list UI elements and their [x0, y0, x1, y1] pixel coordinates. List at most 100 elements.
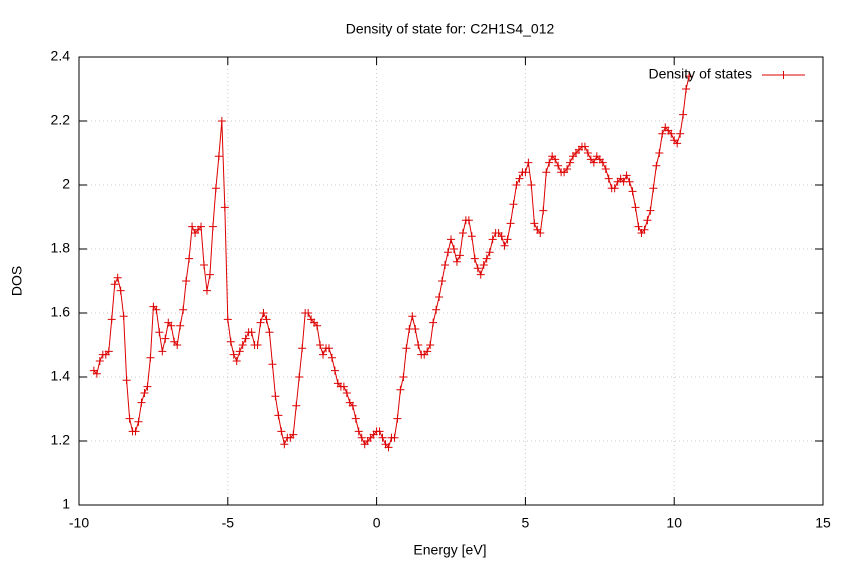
y-tick-label: 2.2	[51, 112, 71, 128]
point-marker	[408, 312, 417, 321]
point-marker	[589, 158, 598, 167]
point-marker	[643, 216, 652, 225]
point-marker	[152, 305, 161, 314]
point-marker	[295, 373, 304, 381]
point-marker	[241, 334, 250, 343]
point-marker	[378, 433, 387, 442]
point-marker	[357, 433, 366, 442]
point-marker	[155, 328, 164, 337]
point-marker	[455, 251, 464, 260]
point-marker	[545, 158, 554, 167]
point-marker	[393, 414, 402, 423]
point-marker	[110, 280, 119, 289]
point-marker	[682, 85, 691, 93]
point-marker	[488, 235, 497, 244]
point-marker	[131, 427, 140, 436]
point-marker	[262, 315, 271, 324]
point-marker	[506, 219, 515, 228]
point-marker	[113, 273, 122, 282]
point-marker	[122, 376, 131, 385]
point-marker	[646, 206, 655, 215]
point-marker	[134, 417, 143, 426]
x-tick-label: -5	[222, 515, 235, 531]
point-marker	[551, 155, 560, 164]
point-marker	[598, 158, 607, 167]
point-marker	[649, 184, 658, 193]
point-marker	[500, 241, 509, 250]
point-marker	[497, 232, 506, 241]
x-tick-label: 15	[815, 515, 831, 531]
point-marker	[447, 235, 455, 244]
point-marker	[220, 203, 229, 212]
point-marker	[119, 312, 128, 321]
y-tick-label: 2.4	[51, 48, 71, 64]
point-marker	[396, 385, 405, 394]
chart-title: Density of state for: C2H1S4_012	[346, 21, 555, 37]
point-marker	[140, 389, 149, 397]
point-marker	[426, 341, 435, 349]
y-tick-label: 1.6	[51, 304, 71, 320]
point-marker	[277, 427, 286, 436]
point-marker	[319, 350, 328, 359]
point-marker	[444, 248, 453, 257]
point-marker	[348, 401, 357, 410]
point-marker	[423, 347, 432, 356]
point-marker	[515, 174, 524, 183]
point-marker	[223, 315, 232, 324]
point-marker	[655, 149, 664, 157]
y-tick-label: 1.2	[51, 432, 71, 448]
point-marker	[509, 200, 518, 209]
point-marker	[583, 149, 592, 157]
point-marker	[95, 357, 104, 365]
x-axis-label: Energy [eV]	[413, 542, 486, 558]
point-marker	[161, 334, 170, 343]
point-marker	[316, 341, 325, 349]
point-marker	[205, 270, 214, 279]
point-marker	[304, 309, 313, 317]
point-marker	[137, 398, 146, 407]
point-marker	[452, 257, 461, 266]
point-marker	[676, 129, 685, 138]
point-marker	[146, 353, 155, 362]
point-marker	[197, 222, 206, 231]
x-tick-label: 5	[522, 515, 530, 531]
point-marker	[292, 401, 301, 410]
point-marker	[464, 216, 473, 225]
point-marker	[679, 110, 688, 119]
x-tick-label: 0	[373, 515, 381, 531]
point-marker	[342, 389, 351, 397]
point-marker	[512, 181, 521, 189]
point-marker	[176, 321, 185, 330]
point-marker	[631, 203, 640, 212]
point-marker	[339, 382, 348, 391]
point-marker	[473, 264, 482, 273]
plot-frame	[78, 56, 824, 506]
point-marker	[628, 187, 637, 196]
point-marker	[503, 235, 512, 244]
point-marker	[402, 344, 411, 353]
point-marker	[634, 222, 643, 231]
point-marker	[530, 219, 539, 228]
point-marker	[482, 254, 491, 263]
point-marker	[411, 325, 420, 333]
point-marker	[259, 309, 268, 317]
point-marker	[390, 433, 399, 442]
point-marker	[658, 129, 667, 138]
point-marker	[384, 443, 393, 452]
point-marker	[298, 344, 307, 353]
point-marker	[536, 229, 545, 237]
point-marker	[202, 286, 211, 295]
point-marker	[208, 222, 217, 231]
point-marker	[256, 318, 265, 327]
point-marker	[289, 430, 298, 439]
point-marker	[432, 305, 441, 314]
point-marker	[280, 440, 289, 449]
point-marker	[539, 206, 548, 215]
point-marker	[640, 225, 649, 234]
point-marker	[247, 328, 256, 337]
legend-marker	[779, 71, 788, 79]
point-marker	[253, 341, 262, 349]
